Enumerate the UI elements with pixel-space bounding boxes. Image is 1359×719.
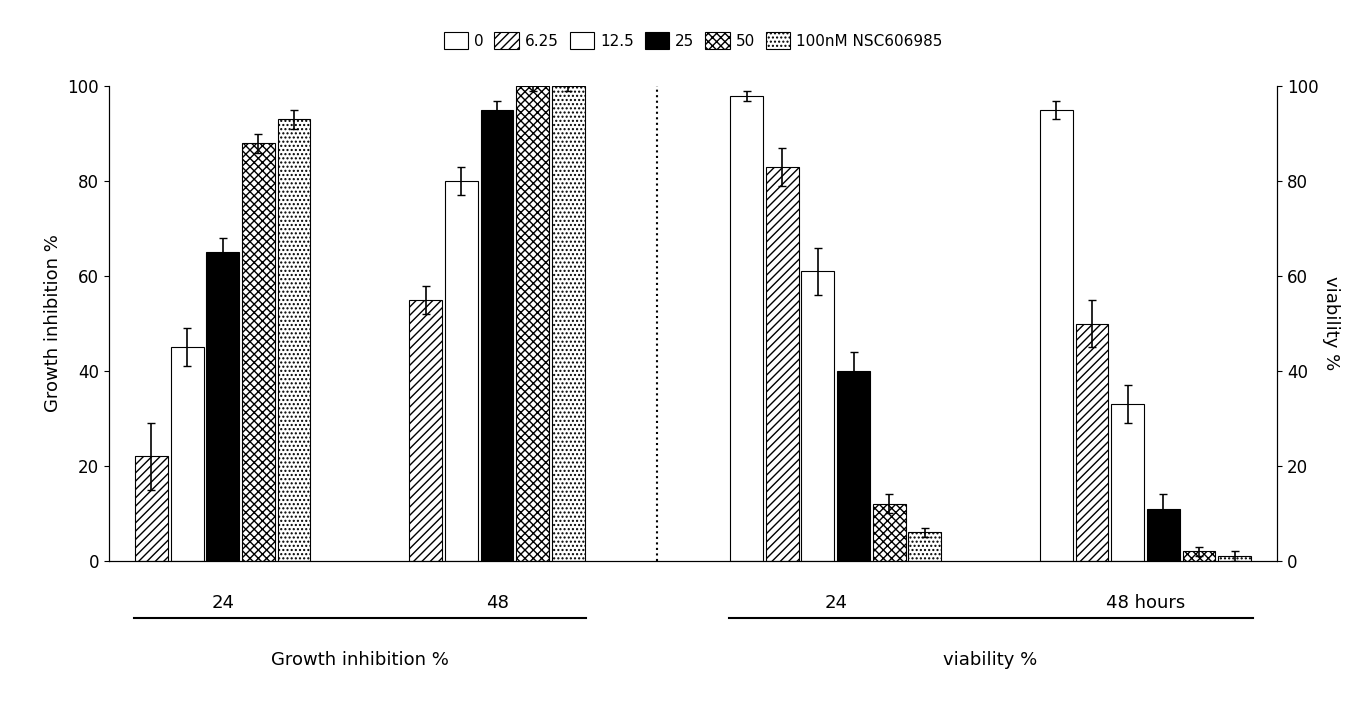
- Bar: [207, 252, 239, 561]
- Bar: [1076, 324, 1109, 561]
- Bar: [242, 143, 275, 561]
- Bar: [730, 96, 762, 561]
- Text: 48 hours: 48 hours: [1106, 594, 1185, 612]
- Bar: [1147, 508, 1180, 561]
- Bar: [171, 347, 204, 561]
- Y-axis label: Growth inhibition %: Growth inhibition %: [43, 234, 61, 413]
- Text: viability %: viability %: [943, 651, 1038, 669]
- Y-axis label: viability %: viability %: [1322, 276, 1340, 371]
- Bar: [802, 271, 834, 561]
- Bar: [277, 119, 310, 561]
- Bar: [766, 167, 799, 561]
- Bar: [409, 300, 442, 561]
- Bar: [908, 532, 942, 561]
- Text: 24: 24: [824, 594, 847, 612]
- Bar: [552, 86, 584, 561]
- Bar: [444, 181, 478, 561]
- Bar: [1218, 556, 1252, 561]
- Text: 48: 48: [485, 594, 508, 612]
- Text: 24: 24: [211, 594, 234, 612]
- Bar: [837, 371, 870, 561]
- Bar: [1182, 551, 1215, 561]
- Bar: [872, 504, 905, 561]
- Legend: 0, 6.25, 12.5, 25, 50, 100nM NSC606985: 0, 6.25, 12.5, 25, 50, 100nM NSC606985: [439, 27, 947, 53]
- Bar: [1040, 110, 1072, 561]
- Bar: [135, 457, 169, 561]
- Bar: [516, 86, 549, 561]
- Bar: [481, 110, 514, 561]
- Text: Growth inhibition %: Growth inhibition %: [270, 651, 448, 669]
- Bar: [1112, 404, 1144, 561]
